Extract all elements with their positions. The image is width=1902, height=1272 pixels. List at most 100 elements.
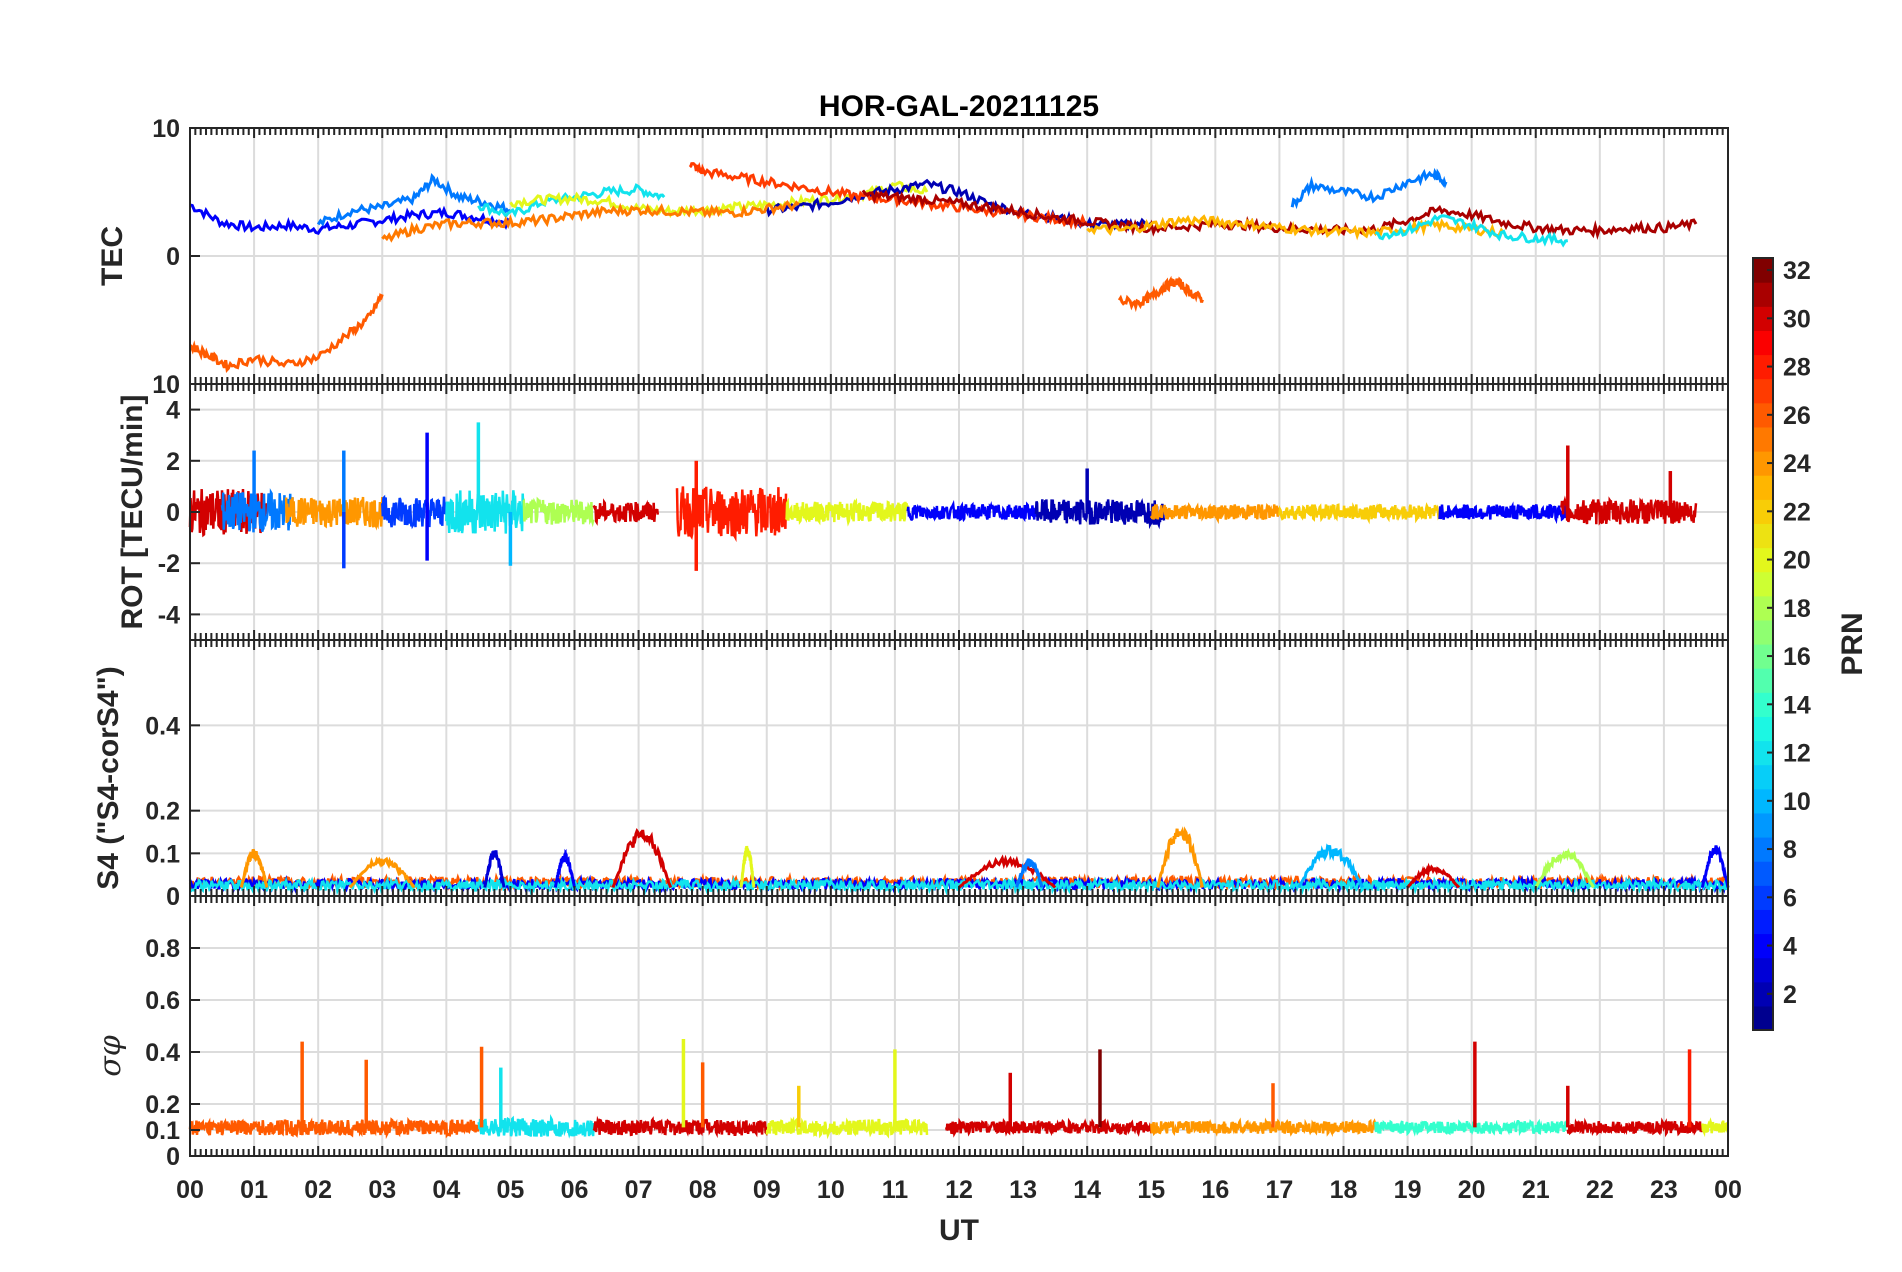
colorbar-segment	[1753, 1005, 1773, 1031]
noise-trace	[1438, 501, 1570, 525]
x-tick-label: 00	[1714, 1176, 1742, 1204]
x-tick-label: 23	[1650, 1176, 1678, 1204]
y-tick-label: 0	[166, 243, 180, 271]
panel-rot: -4 -2 0 2 4 ROT [TECU/min]	[116, 383, 1729, 641]
s4-burst	[1534, 847, 1595, 889]
colorbar-segment	[1753, 812, 1773, 838]
colorbar-tick-label: 18	[1783, 595, 1811, 623]
y-tick-label: 2	[166, 448, 180, 476]
noise-trace	[784, 497, 909, 527]
colorbar-segment	[1753, 595, 1773, 621]
noise-trace	[1150, 502, 1281, 525]
x-tick-labels: 00 01 02 03 04 05 06 07 08 09 10 11 12 13 14 15 16 17 18 19…	[176, 1176, 1742, 1204]
y-axis-label: TEC	[96, 226, 129, 286]
noise-trace	[381, 494, 448, 530]
y-axis-label: S4 ("S4-corS4")	[92, 666, 125, 890]
colorbar-segment	[1753, 306, 1773, 331]
y-axis-label: ROT [TECU/min]	[116, 395, 149, 630]
x-tick-label: 14	[1073, 1176, 1101, 1204]
colorbar-tick-label: 2	[1783, 981, 1797, 1009]
noise-trace	[1034, 498, 1166, 530]
noise-trace	[188, 1116, 480, 1140]
colorbar-segment	[1753, 282, 1773, 307]
chart-title: HOR-GAL-20211125	[819, 90, 1099, 123]
noise-trace	[1278, 502, 1441, 525]
s4-burst	[739, 845, 756, 888]
colorbar-tick-label: 20	[1783, 547, 1811, 575]
s4-burst	[1015, 858, 1044, 888]
noise-trace	[592, 498, 660, 526]
noise-trace	[765, 1116, 929, 1140]
x-tick-label: 03	[368, 1176, 396, 1204]
colorbar-segment	[1753, 547, 1773, 573]
tec-series-line	[316, 172, 512, 227]
noise-trace	[1701, 1117, 1730, 1138]
colorbar-frame	[1752, 257, 1774, 1031]
y-axis-label: σφ	[93, 1035, 128, 1076]
x-tick-label: 15	[1137, 1176, 1165, 1204]
x-tick-label: 16	[1201, 1176, 1229, 1204]
colorbar-segment	[1753, 402, 1773, 428]
s4-burst	[239, 848, 269, 888]
noise-trace	[1150, 1117, 1377, 1137]
y-tick-label: 0.8	[145, 935, 180, 963]
colorbar-segment	[1753, 451, 1773, 476]
colorbar-tick-label: 32	[1783, 257, 1811, 285]
y-tick-label: 0.4	[145, 1039, 180, 1067]
colorbar-segment	[1753, 764, 1773, 790]
x-tick-label: 06	[561, 1176, 589, 1204]
x-tick-label: 21	[1522, 1176, 1550, 1204]
x-tick-label: 17	[1266, 1176, 1294, 1204]
colorbar-segment	[1753, 885, 1773, 910]
colorbar-tick-label: 14	[1783, 691, 1811, 719]
colorbar-tick-label: 30	[1783, 305, 1811, 333]
x-tick-label: 07	[625, 1176, 653, 1204]
series-group	[188, 162, 1698, 374]
colorbar-tick-label: 22	[1783, 498, 1811, 526]
s4-burst	[611, 827, 673, 889]
colorbar-segment	[1753, 837, 1773, 862]
x-tick-label: 02	[304, 1176, 332, 1204]
x-tick-label: 22	[1586, 1176, 1614, 1204]
s4-burst	[1156, 826, 1204, 888]
x-tick-label: 11	[882, 1176, 909, 1204]
y-tick-label: 0	[166, 883, 180, 911]
colorbar-segment	[1753, 644, 1773, 669]
x-tick-label: 00	[176, 1176, 204, 1204]
tec-series-line	[1290, 167, 1448, 210]
x-tick-label: 13	[1009, 1176, 1037, 1204]
colorbar-segment	[1753, 692, 1773, 717]
series-group	[188, 1039, 1730, 1140]
s4-burst	[348, 856, 416, 889]
colorbar-segment	[1753, 475, 1773, 500]
noise-trace	[284, 496, 384, 531]
noise-trace	[592, 1115, 769, 1139]
noise-trace	[1374, 1118, 1570, 1137]
colorbar-segment	[1753, 861, 1773, 886]
colorbar-tick-label: 12	[1783, 740, 1811, 768]
colorbar-tick-label: 26	[1783, 402, 1811, 430]
y-tick-label: 0.4	[145, 712, 180, 740]
y-tick-label: 0.6	[145, 987, 180, 1015]
noise-trace	[477, 1114, 595, 1139]
colorbar-segment	[1753, 426, 1773, 452]
panel-sigma_phi: 00.10.2 0.4 0.6 0.8 σφ	[93, 895, 1730, 1171]
y-tick-label: -4	[158, 601, 180, 629]
noise-trace	[944, 1117, 1153, 1138]
noise-trace	[1566, 1117, 1704, 1138]
colorbar-segment	[1753, 740, 1773, 766]
s4-burst	[483, 850, 506, 888]
colorbar-segment	[1753, 668, 1773, 693]
colorbar-segment	[1753, 330, 1773, 356]
colorbar-segment	[1753, 523, 1773, 549]
y-tick-label: 10	[152, 115, 180, 143]
s4-burst	[1406, 862, 1461, 889]
tec-series-line	[1117, 275, 1204, 313]
y-tick-label: 0.1	[145, 840, 180, 868]
x-tick-label: 01	[240, 1176, 268, 1204]
tec-series-line	[1374, 214, 1569, 248]
colorbar-segment	[1753, 499, 1773, 524]
